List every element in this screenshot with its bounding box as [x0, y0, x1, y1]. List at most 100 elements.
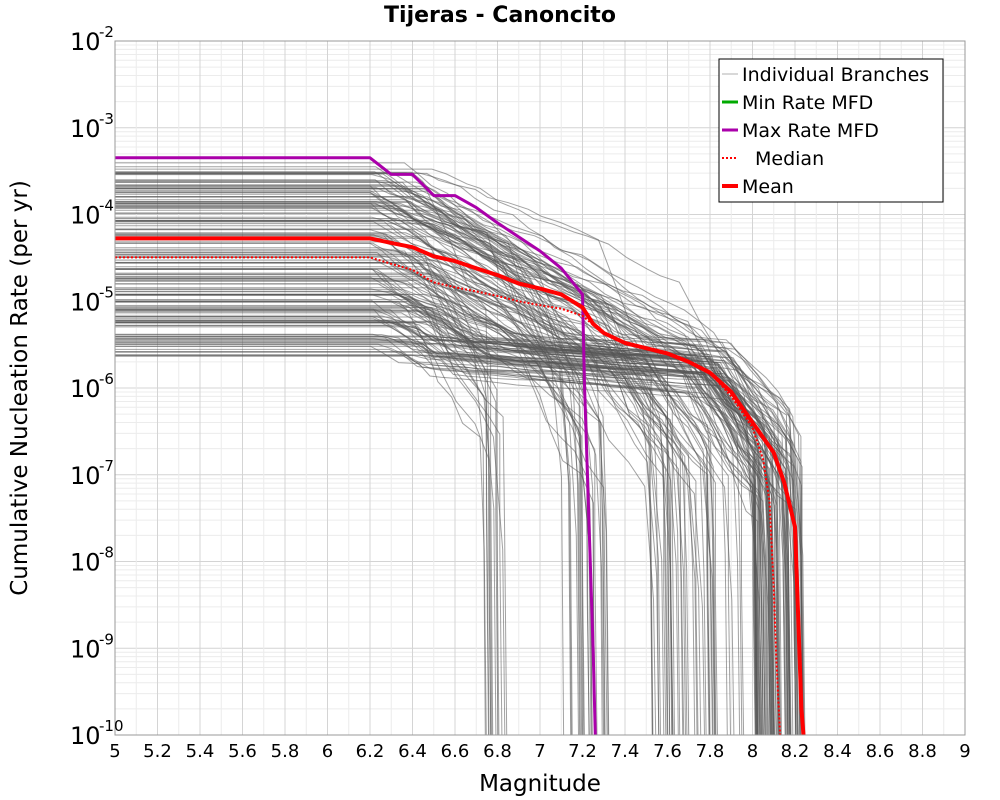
y-tick-label: 10 [70, 288, 101, 316]
branch-line [115, 220, 654, 736]
x-tick-label: 5.4 [186, 741, 215, 762]
branch-line [115, 187, 581, 736]
plot-frame [114, 40, 966, 736]
branch-line [115, 339, 758, 736]
branch-line [115, 190, 806, 736]
x-tick-labels: 5 5.2 5.4 5.6 5.8 6 6.2 6.4 6.6 6.8 7 7.2 7.4 7.6 7.8 8… [109, 741, 970, 762]
y-tick-exponent: -3 [99, 110, 114, 128]
x-tick-label: 7 [534, 741, 545, 762]
branch-line [115, 208, 714, 736]
x-tick-label: 6.4 [398, 741, 427, 762]
x-tick-label: 6 [322, 741, 333, 762]
branch-line [115, 236, 606, 736]
branch-line [115, 351, 735, 736]
branch-line [115, 341, 745, 736]
y-tick-exponent: -2 [99, 23, 114, 41]
branch-line [115, 259, 699, 736]
x-tick-label: 5.2 [143, 741, 172, 762]
branch-line [115, 205, 610, 736]
branch-line [115, 221, 789, 736]
branch-line [115, 279, 592, 736]
branch-line [115, 185, 660, 736]
x-tick-label: 8 [747, 741, 758, 762]
branch-line [115, 337, 791, 736]
legend-label: Max Rate MFD [742, 120, 879, 142]
branch-line [115, 336, 764, 736]
branch-line [115, 223, 684, 736]
y-tick-label: 10 [70, 462, 101, 490]
y-tick-exponent: -8 [99, 544, 114, 562]
y-tick-label: 10 [70, 549, 101, 577]
branch-line [115, 301, 805, 736]
legend-label: Median [755, 148, 824, 170]
branch-line [115, 196, 790, 736]
y-axis-label: Cumulative Nucleation Rate (per yr) [7, 180, 33, 596]
y-tick-label: 10 [70, 375, 101, 403]
branch-line [115, 229, 660, 736]
y-tick-exponent: -7 [99, 457, 114, 475]
x-tick-label: 7.2 [568, 741, 597, 762]
branch-line [115, 321, 787, 736]
mean-line [115, 236, 806, 736]
x-tick-label: 6.2 [356, 741, 385, 762]
chart-title: Tijeras - Canoncito [384, 3, 616, 28]
branch-line [115, 338, 789, 736]
x-tick-label: 8.2 [781, 741, 810, 762]
branch-line [115, 318, 775, 736]
x-tick-label: 8.6 [866, 741, 895, 762]
branch-line [115, 254, 493, 736]
x-tick-label: 5.8 [271, 741, 300, 762]
x-tick-label: 7.6 [653, 741, 682, 762]
y-tick-exponent: -10 [99, 717, 124, 735]
y-tick-label: 10 [70, 635, 101, 663]
branch-line [115, 354, 777, 736]
x-tick-label: 8.4 [823, 741, 852, 762]
y-tick-labels: 10-210-310-410-510-610-710-810-910-10 [70, 23, 124, 750]
branch-line [115, 256, 486, 736]
branch-line [115, 242, 500, 736]
y-tick-label: 10 [70, 115, 101, 143]
y-tick-label: 10 [70, 28, 101, 56]
branch-line [115, 299, 503, 736]
branch-line [115, 299, 743, 736]
x-tick-label: 7.8 [696, 741, 725, 762]
branch-line [115, 174, 593, 736]
x-axis-label: Magnitude [479, 771, 601, 797]
legend-label: Min Rate MFD [742, 92, 873, 114]
x-tick-label: 6.8 [483, 741, 512, 762]
y-tick-exponent: -4 [99, 197, 114, 215]
branch-line [115, 307, 497, 736]
branch-line [115, 262, 758, 736]
branch-line [115, 321, 798, 736]
branch-line [115, 216, 653, 736]
legend-box [718, 58, 944, 203]
y-tick-exponent: -5 [99, 283, 114, 301]
branch-line [115, 322, 794, 736]
y-tick-label: 10 [70, 202, 101, 230]
x-tick-label: 9 [959, 741, 970, 762]
branch-line [115, 309, 775, 736]
summary-series [115, 156, 806, 736]
branch-line [115, 202, 579, 736]
branch-line [115, 308, 487, 736]
branch-line [115, 316, 766, 736]
branch-line [115, 206, 767, 736]
y-tick-label: 10 [70, 722, 101, 750]
x-tick-label: 6.6 [441, 741, 470, 762]
legend-label: Mean [742, 176, 794, 198]
x-tick-label: 5.6 [228, 741, 257, 762]
max-rate-mfd-line [115, 156, 597, 736]
branch-line [115, 172, 671, 736]
y-tick-exponent: -9 [99, 630, 114, 648]
x-tick-label: 8.8 [908, 741, 937, 762]
branch-line [115, 345, 786, 736]
legend-label: Individual Branches [742, 64, 929, 86]
branch-line [115, 294, 771, 736]
x-tick-label: 7.4 [611, 741, 640, 762]
x-tick-label: 5 [109, 741, 120, 762]
branch-line [115, 193, 791, 736]
branch-line [115, 196, 671, 736]
branch-line [115, 273, 764, 736]
branch-line [115, 343, 597, 736]
